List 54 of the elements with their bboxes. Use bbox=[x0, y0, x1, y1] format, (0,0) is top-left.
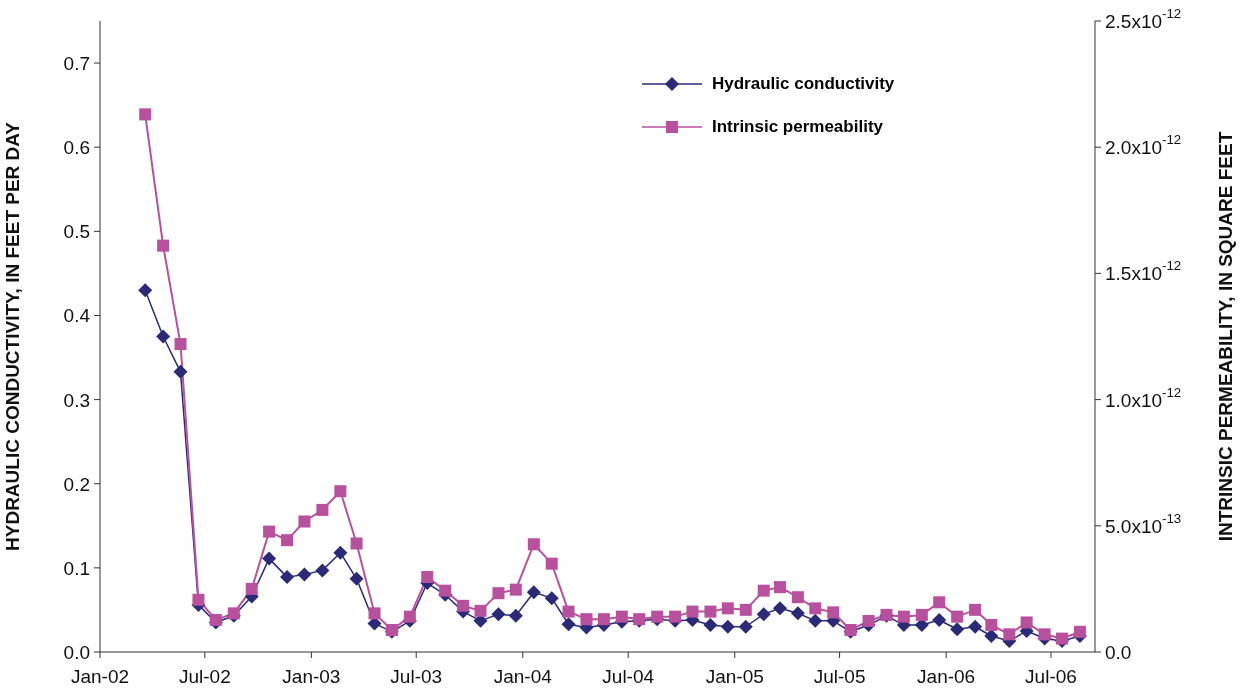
x-tick-label: Jul-02 bbox=[178, 665, 231, 687]
point bbox=[262, 551, 277, 566]
y-tick-label: 0.3 bbox=[63, 389, 90, 411]
y2-tick-label: 5.0x10$^{-13}$ bbox=[1105, 510, 1182, 537]
point bbox=[508, 608, 523, 623]
point bbox=[808, 613, 823, 628]
y2-tick-label: 2.0x10$^{-12}$ bbox=[1105, 132, 1182, 158]
point bbox=[772, 601, 787, 616]
point bbox=[984, 629, 999, 644]
point bbox=[491, 607, 506, 622]
point bbox=[950, 622, 965, 637]
y2-axis-title: INTRINSIC PERMEABILITY, IN SQUARE FEET bbox=[1214, 131, 1236, 542]
point bbox=[756, 607, 771, 622]
point bbox=[173, 364, 188, 379]
y2-tick-label: 1.0x10$^{-12}$ bbox=[1105, 384, 1182, 411]
y-axis-title: HYDRAULIC CONDUCTIVITY, IN FEET PER DAY bbox=[1, 121, 23, 551]
x-tick-label: Jul-05 bbox=[813, 665, 866, 687]
y2-tick-label: 1.5x10$^{-12}$ bbox=[1105, 258, 1182, 284]
y2-tick-label: 2.5x10$^{-12}$ bbox=[1105, 6, 1182, 32]
point bbox=[156, 329, 171, 344]
x-tick-label: Jul-06 bbox=[1025, 665, 1077, 687]
point bbox=[349, 571, 364, 586]
y-tick-label: 0.1 bbox=[63, 557, 90, 579]
point bbox=[720, 619, 735, 634]
point bbox=[333, 545, 348, 560]
point bbox=[968, 619, 983, 634]
y-tick-label: 0.4 bbox=[63, 304, 91, 326]
x-tick-label: Jan-06 bbox=[917, 665, 976, 687]
point bbox=[914, 618, 929, 633]
x-tick-label: Jan-02 bbox=[70, 665, 130, 687]
legend-label: Intrinsic permeability bbox=[712, 116, 883, 137]
y2-tick-label: 0.0 bbox=[1105, 641, 1132, 663]
x-tick-label: Jul-03 bbox=[390, 665, 443, 687]
y-tick-label: 0.7 bbox=[63, 52, 90, 74]
point bbox=[544, 591, 559, 606]
point bbox=[738, 619, 753, 634]
x-tick-label: Jan-05 bbox=[705, 665, 764, 687]
point bbox=[790, 606, 805, 621]
legend-label: Hydraulic conductivity bbox=[712, 73, 895, 94]
point bbox=[297, 567, 312, 582]
point bbox=[561, 617, 576, 632]
point bbox=[280, 570, 295, 585]
point bbox=[315, 563, 330, 578]
x-tick-label: Jul-04 bbox=[602, 665, 655, 687]
x-tick-label: Jan-03 bbox=[282, 665, 341, 687]
y-tick-label: 0.6 bbox=[63, 136, 90, 158]
point bbox=[138, 283, 153, 298]
y-tick-label: 0.2 bbox=[63, 473, 90, 495]
point bbox=[703, 618, 718, 633]
point bbox=[526, 585, 541, 600]
y-tick-label: 0.0 bbox=[63, 641, 90, 663]
y-tick-label: 0.5 bbox=[63, 220, 90, 242]
x-tick-label: Jan-04 bbox=[493, 665, 553, 687]
point bbox=[932, 613, 947, 628]
